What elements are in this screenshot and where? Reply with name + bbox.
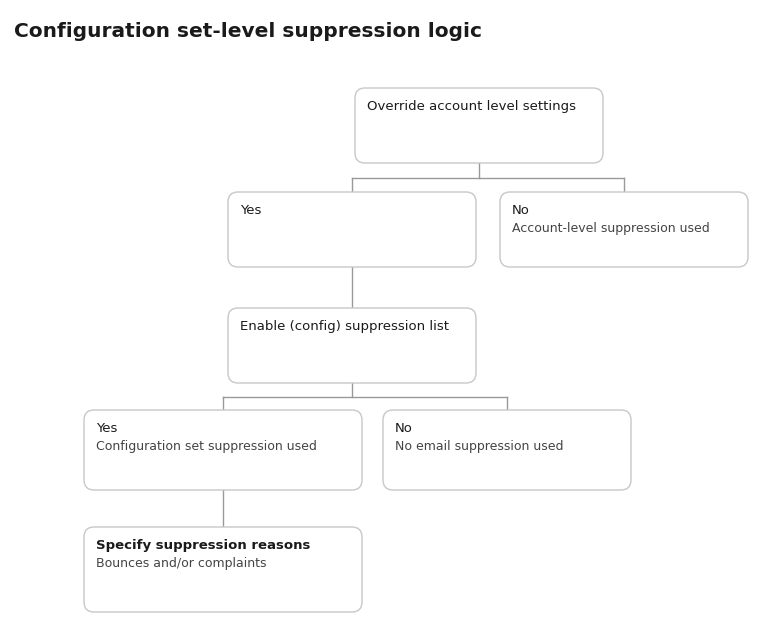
Text: No: No — [395, 422, 413, 435]
FancyBboxPatch shape — [84, 527, 362, 612]
Text: Bounces and/or complaints: Bounces and/or complaints — [96, 557, 267, 570]
FancyBboxPatch shape — [228, 308, 476, 383]
Text: Configuration set suppression used: Configuration set suppression used — [96, 440, 317, 453]
Text: No email suppression used: No email suppression used — [395, 440, 564, 453]
FancyBboxPatch shape — [228, 192, 476, 267]
FancyBboxPatch shape — [84, 410, 362, 490]
Text: Yes: Yes — [96, 422, 117, 435]
FancyBboxPatch shape — [383, 410, 631, 490]
Text: Override account level settings: Override account level settings — [367, 100, 576, 113]
Text: Specify suppression reasons: Specify suppression reasons — [96, 539, 310, 552]
Text: Enable (config) suppression list: Enable (config) suppression list — [240, 320, 449, 333]
Text: Account-level suppression used: Account-level suppression used — [512, 222, 709, 235]
Text: Configuration set-level suppression logic: Configuration set-level suppression logi… — [14, 22, 482, 41]
FancyBboxPatch shape — [355, 88, 603, 163]
Text: No: No — [512, 204, 530, 217]
Text: Yes: Yes — [240, 204, 261, 217]
FancyBboxPatch shape — [500, 192, 748, 267]
